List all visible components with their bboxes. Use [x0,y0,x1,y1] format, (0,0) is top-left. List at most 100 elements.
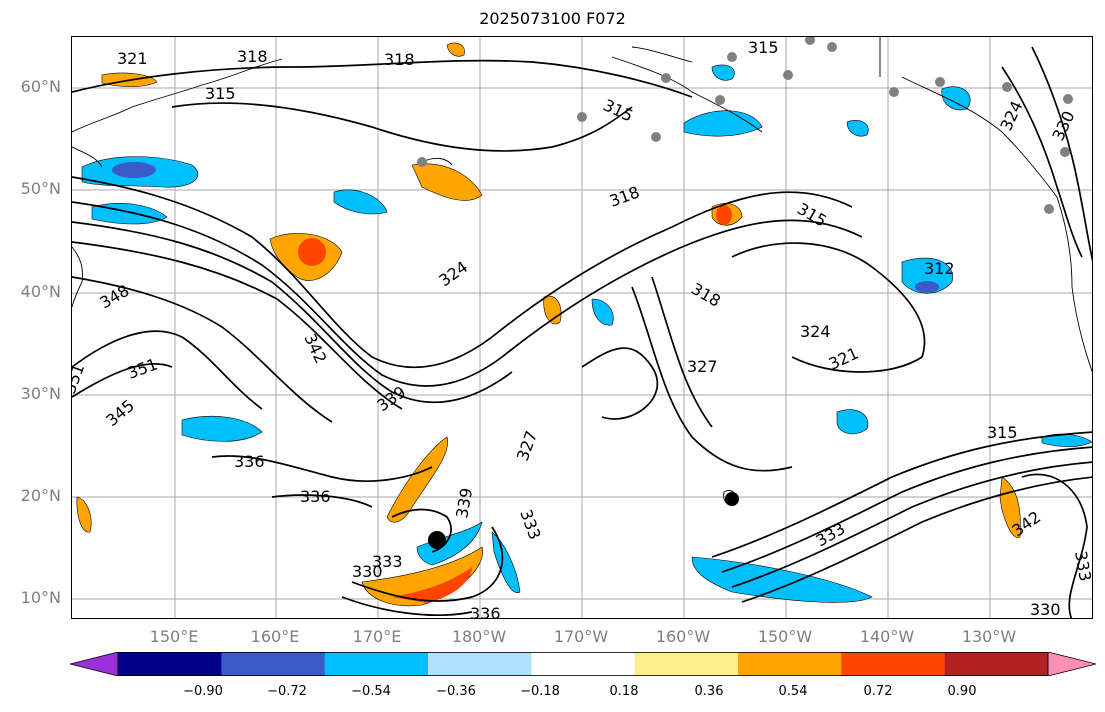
station-marker [783,70,793,80]
colorbar-segment [841,652,946,676]
contour-line [211,455,433,482]
contour-line [721,446,1092,573]
colorbar [70,652,1096,676]
contour-line [72,59,693,98]
contour-label: 321 [117,49,148,68]
lon-label-160e: 160°E [250,627,300,646]
colorbar-tick-label: −0.90 [183,684,223,699]
contour-label: 333 [516,507,544,542]
alaska-coastline [611,46,763,133]
colorbar-tick-label: −0.18 [520,684,560,699]
negative-blob [491,531,521,594]
station-markers [417,37,1073,214]
asia-coastline [72,58,283,168]
colorbar-segment [634,652,739,676]
contour-line [72,330,263,410]
positive-blob [999,476,1021,538]
north-america-coastline [879,37,1092,373]
contour-label: 351 [125,354,160,382]
station-marker [935,77,945,87]
contour-line [341,596,473,616]
station-marker [577,112,587,122]
contour-line [651,276,713,428]
contour-label: 318 [607,182,642,210]
lat-label-30n: 30°N [20,384,61,403]
contour-label: 345 [102,396,138,430]
station-marker [1002,82,1012,92]
contour-label: 315 [205,84,236,103]
negative-strong-blob [112,162,156,178]
contour-line [72,201,863,387]
station-marker [1060,147,1070,157]
contour-label: 321 [826,343,862,373]
station-marker [1044,204,1054,214]
contour-label: 330 [352,562,383,581]
contour-label: 315 [600,95,636,125]
japan-coastline [72,246,83,308]
contour-line [731,242,926,373]
contour-label: 342 [300,331,330,367]
contour-label: 315 [748,38,779,57]
positive-blob [361,546,483,607]
negative-blob [333,189,388,215]
contour-label: 324 [435,257,471,290]
contour-label: 315 [794,199,830,231]
colorbar-tick-label: −0.36 [436,684,476,699]
positive-blob [411,163,483,201]
positive-strong-blob [392,567,472,603]
contour-label: 336 [300,487,331,506]
contour-line [72,221,513,404]
contour-line [171,102,633,152]
positive-blob [386,436,449,523]
colorbar-segment [118,652,222,676]
station-marker [827,42,837,52]
contour-line [351,526,504,602]
coastlines [72,37,1092,506]
contour-label: 318 [688,279,724,311]
lat-label-50n: 50°N [20,179,61,198]
contour-line [72,276,333,423]
lon-label-140w: 140°W [859,627,915,646]
colorbar-tick-label: −0.72 [267,684,307,699]
colorbar-tick-label: 0.18 [609,684,639,699]
contour-label: 327 [687,357,718,376]
contour-line [72,176,853,369]
negative-strong-blob [915,281,939,293]
station-marker [715,95,725,105]
negative-blob [591,298,614,326]
contour-label: 312 [924,259,955,278]
contour-label: 330 [1048,108,1078,144]
contour-label: 333 [1071,549,1093,582]
station-marker [651,132,661,142]
lon-label-170e: 170°E [352,627,402,646]
map-panel: 321 318 318 315 315 315 318 315 324 330 … [71,36,1093,619]
station-marker [661,73,671,83]
positive-blob [76,496,92,533]
contour-label: 348 [97,281,133,313]
contour-line [72,363,173,398]
contour-line [711,431,1092,558]
colorbar-segment [738,652,842,676]
negative-blob [836,409,869,435]
negative-blob [901,257,953,294]
colorbar-segment [944,652,1049,676]
colorbar-extend-low [70,652,119,676]
contour-label: 324 [996,98,1026,134]
colorbar-tick-label: 0.36 [694,684,724,699]
map-title: 2025073100 F072 [479,9,626,28]
cyclone-symbol [428,531,446,549]
contour-line [1021,473,1088,618]
station-marker [1063,94,1073,104]
lat-label-40n: 40°N [20,282,61,301]
graticule [72,37,1092,618]
contour-lines [72,46,1092,618]
contour-label: 330 [1030,600,1061,619]
contour-label: 327 [513,428,541,463]
colorbar-extend-high [1047,652,1096,676]
contour-label: 333 [372,552,403,571]
contour-line [581,347,659,420]
negative-blob [181,415,263,442]
positive-blob [446,42,465,57]
lon-label-160w: 160°W [655,627,711,646]
colorbar-outline [117,652,1049,676]
